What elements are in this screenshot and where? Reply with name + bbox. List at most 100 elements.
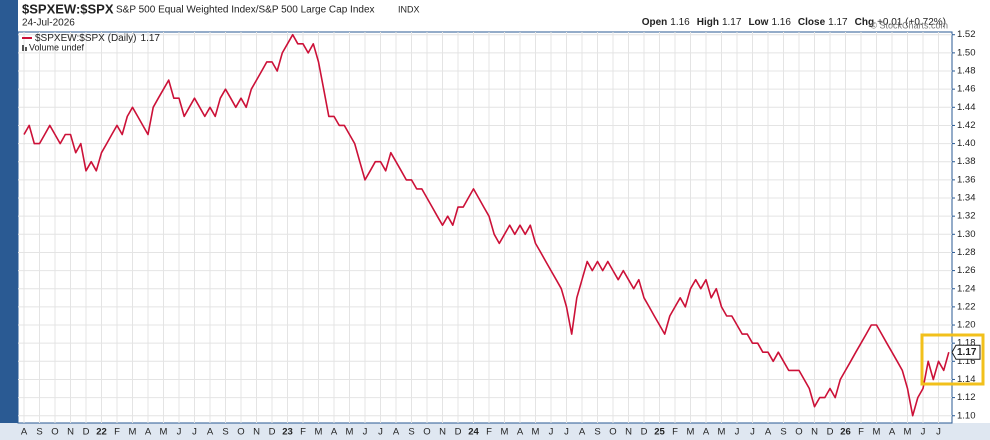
x-tick-label: M: [904, 427, 912, 438]
x-tick-label: F: [114, 427, 120, 438]
x-tick-label: S: [594, 427, 600, 438]
x-tick-label: J: [936, 427, 941, 438]
quote-value: 1.16: [771, 17, 791, 28]
x-tick-label: M: [129, 427, 137, 438]
y-tick-label: 1.16: [957, 356, 976, 367]
y-tick-label: 1.36: [957, 174, 976, 185]
y-tick-label: 1.12: [957, 392, 976, 403]
x-tick-label: M: [873, 427, 881, 438]
x-tick-label: N: [67, 427, 74, 438]
quote-label: High: [697, 17, 719, 28]
y-tick-label: 1.28: [957, 247, 976, 258]
x-tick-label: O: [423, 427, 430, 438]
quote: Open 1.16 High 1.17 Low 1.16 Close 1.17 Chg +0.01…: [642, 17, 946, 28]
left-frame: [0, 0, 18, 440]
x-tick-label: A: [579, 427, 586, 438]
date: 24-Jul-2026: [22, 18, 75, 29]
x-tick-label: F: [858, 427, 864, 438]
x-tick-label: A: [145, 427, 152, 438]
x-tick-label: A: [703, 427, 710, 438]
exchange: INDX: [398, 4, 420, 14]
y-tick-label: 1.18: [957, 338, 976, 349]
quote-label: Low: [748, 17, 768, 28]
symbol: $SPXEW:$SPX: [22, 1, 114, 16]
y-tick-label: 1.52: [957, 29, 976, 40]
x-tick-label: J: [363, 427, 368, 438]
x-tick-label: M: [687, 427, 695, 438]
y-tick-label: 1.48: [957, 66, 976, 77]
x-tick-label: J: [192, 427, 197, 438]
x-tick-label: O: [795, 427, 802, 438]
x-tick-label: J: [177, 427, 182, 438]
x-tick-label: 24: [468, 427, 479, 438]
marks: [23, 33, 950, 417]
x-tick-label: A: [331, 427, 338, 438]
x-tick-label: S: [408, 427, 414, 438]
quote-text: Open 1.16 High 1.17 Low 1.16 Close 1.17 Chg +0.01…: [642, 17, 946, 28]
x-tick-label: F: [486, 427, 492, 438]
quote-label: Chg: [855, 17, 874, 28]
quote-label: Close: [798, 17, 826, 28]
x-tick-label: 26: [840, 427, 851, 438]
y-tick-label: 1.14: [957, 374, 976, 385]
price-line: [23, 33, 950, 417]
x-tick-label: N: [625, 427, 632, 438]
credit: © StockCharts.com: [870, 20, 948, 30]
highlight-box: [920, 333, 985, 386]
x-tick-label: J: [549, 427, 554, 438]
x-tick-label: D: [827, 427, 834, 438]
x-tick-label: A: [889, 427, 896, 438]
plot-area: [17, 31, 953, 424]
x-tick-label: D: [641, 427, 648, 438]
x-tick-label: M: [532, 427, 540, 438]
last-value-label: 1.17: [957, 347, 977, 358]
last-value-tag: [951, 344, 981, 360]
x-tick-label: F: [672, 427, 678, 438]
x-tick-label: J: [921, 427, 926, 438]
legend-entry: $SPXEW:$SPX (Daily) 1.17: [35, 33, 160, 44]
x-tick-label: S: [36, 427, 42, 438]
x-tick-label: J: [564, 427, 569, 438]
x-tick-label: A: [207, 427, 214, 438]
y-tick-label: 1.10: [957, 410, 976, 421]
y-tick-label: 1.30: [957, 229, 976, 240]
legend-value: 1.17: [141, 33, 161, 44]
x-tick-label: M: [501, 427, 509, 438]
x-tick-label: O: [237, 427, 244, 438]
y-tick-label: 1.46: [957, 84, 976, 95]
x-tick-label: D: [455, 427, 462, 438]
y-tick-label: 1.44: [957, 102, 976, 113]
x-tick-label: M: [718, 427, 726, 438]
y-tick-label: 1.38: [957, 156, 976, 167]
x-tick-label: D: [83, 427, 90, 438]
volume-icon: [22, 45, 24, 51]
y-tick-label: 1.20: [957, 320, 976, 331]
quote-value: 1.17: [722, 17, 742, 28]
quote-label: Open: [642, 17, 668, 28]
x-tick-label: N: [811, 427, 818, 438]
x-tick-label: A: [517, 427, 524, 438]
x-tick-label: O: [609, 427, 616, 438]
x-tick-label: J: [735, 427, 740, 438]
y-tick-label: 1.42: [957, 120, 976, 131]
y-tick-label: 1.50: [957, 47, 976, 58]
y-tick-label: 1.24: [957, 283, 976, 294]
x-tick-label: 22: [96, 427, 107, 438]
x-tick-label: A: [21, 427, 28, 438]
y-tick-label: 1.34: [957, 193, 976, 204]
y-tick-label: 1.40: [957, 138, 976, 149]
x-tick-label: M: [346, 427, 354, 438]
x-tick-label: S: [222, 427, 228, 438]
y-tick-label: 1.32: [957, 211, 976, 222]
x-tick-label: A: [393, 427, 400, 438]
x-tick-label: O: [51, 427, 58, 438]
quote-value: 1.17: [828, 17, 848, 28]
x-tick-label: 23: [282, 427, 293, 438]
x-tick-label: M: [160, 427, 168, 438]
x-tick-label: J: [750, 427, 755, 438]
x-tick-label: S: [780, 427, 786, 438]
x-tick-label: F: [300, 427, 306, 438]
y-tick-label: 1.26: [957, 265, 976, 276]
y-tick-label: 1.22: [957, 301, 976, 312]
